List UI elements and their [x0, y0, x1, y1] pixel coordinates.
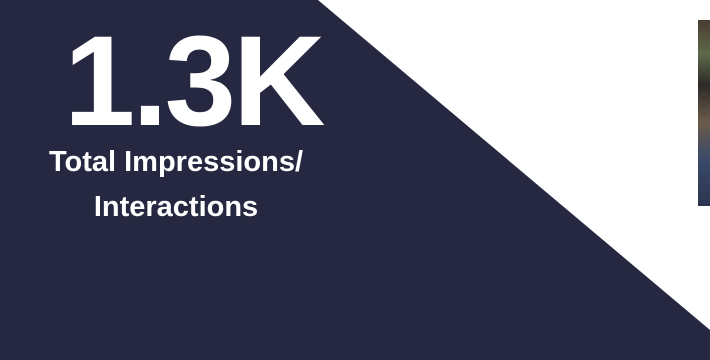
cropped-photo — [698, 20, 710, 206]
stat-label-line2: Interactions — [93, 191, 259, 223]
stat-value: 1.3K — [64, 10, 325, 153]
stat-label: Total Impressions/ Interactions — [14, 140, 338, 230]
stat-label-line1: Total Impressions/ — [48, 146, 304, 178]
